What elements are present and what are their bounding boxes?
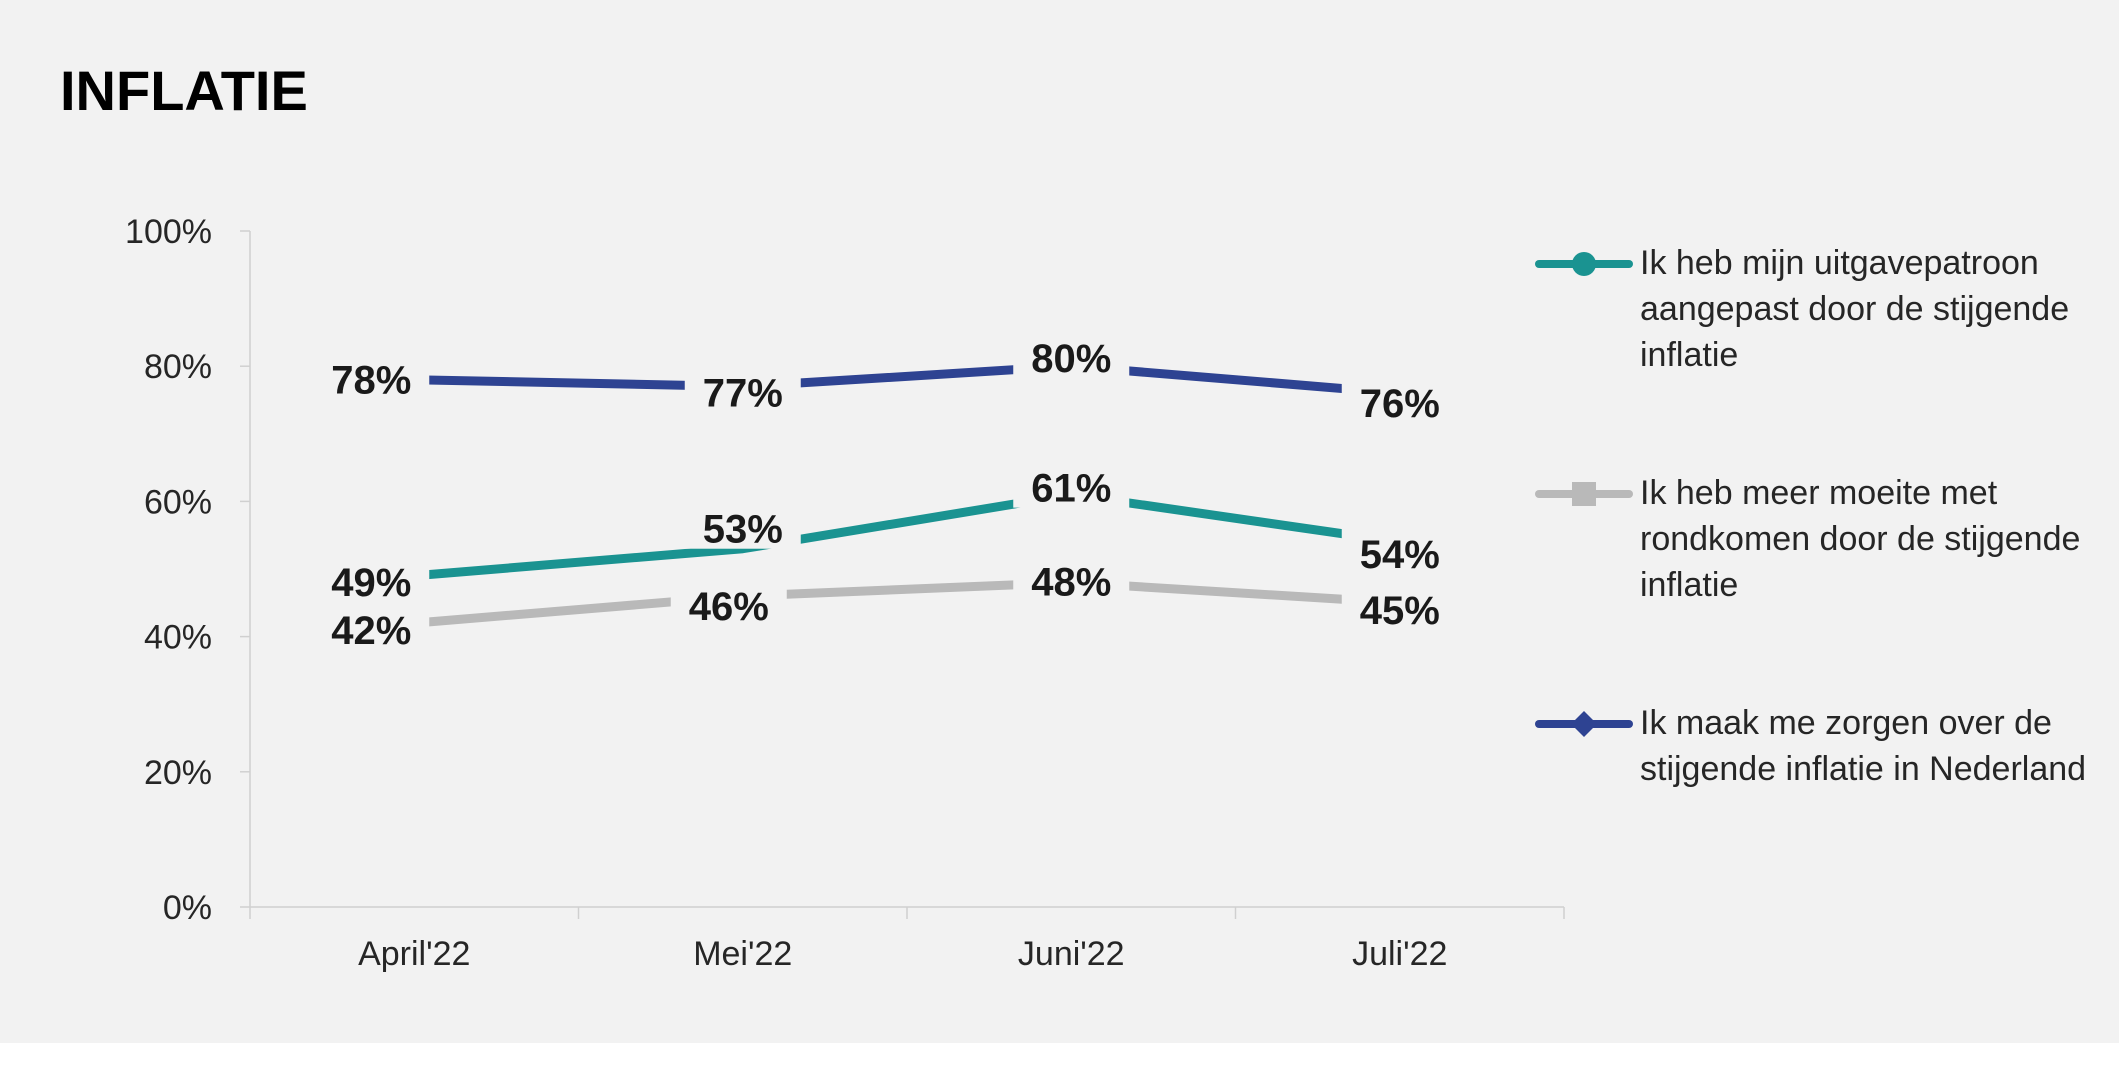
data-label-background <box>313 553 430 602</box>
series-line <box>414 361 1401 398</box>
y-tick-label: 20% <box>144 754 212 792</box>
line-chart: 0% 20% 40% 60% 80% 100% April'22 Mei'22 Juni'22 J… <box>125 213 1565 973</box>
data-label: 61% <box>1031 467 1111 511</box>
legend-label: Ik heb meer moeite met rondkomen door de… <box>1640 474 2081 604</box>
data-label-background <box>313 351 430 400</box>
legend-swatch <box>1535 482 1633 506</box>
data-labels: 49% 53% 61% 54% 42% 46% 48% 45% 78% 77% 80% 76% <box>313 330 1458 653</box>
data-label-background <box>684 364 801 413</box>
series-line <box>413 490 1401 581</box>
data-label-background <box>313 602 430 651</box>
data-label: 45% <box>1360 589 1440 633</box>
data-label-background <box>1013 553 1130 602</box>
data-label-background <box>1013 330 1130 379</box>
data-label-background <box>684 500 801 549</box>
data-label: 46% <box>689 585 769 629</box>
data-label: 76% <box>1360 382 1440 426</box>
legend-swatch <box>1535 711 1633 737</box>
data-label-background <box>1013 459 1130 508</box>
data-label: 53% <box>703 508 783 552</box>
data-label: 78% <box>331 359 411 403</box>
legend-swatch <box>1535 252 1633 276</box>
legend-label: Ik heb mijn uitgavepatroon aangepast doo… <box>1640 244 2070 374</box>
x-tick-label: April'22 <box>358 935 470 973</box>
chart-axes: 0% 20% 40% 60% 80% 100% April'22 Mei'22 Juni'22 J… <box>125 213 1565 973</box>
data-label-background <box>1341 525 1458 574</box>
data-label-background <box>1341 375 1458 424</box>
data-label: 80% <box>1031 337 1111 381</box>
chart-title: INFLATIE <box>60 59 308 122</box>
data-label-background <box>1341 581 1458 630</box>
slide-background <box>0 0 2119 1043</box>
x-tick-label: Mei'22 <box>693 935 792 973</box>
legend-label: Ik maak me zorgen over de stijgende infl… <box>1640 704 2087 788</box>
data-label: 77% <box>703 371 783 415</box>
data-label: 49% <box>331 561 411 605</box>
x-tick-label: Juni'22 <box>1018 935 1125 973</box>
data-label: 54% <box>1360 533 1440 577</box>
data-label: 42% <box>331 609 411 653</box>
y-tick-label: 100% <box>125 213 212 251</box>
y-tick-label: 0% <box>163 889 212 927</box>
data-label: 48% <box>1031 561 1111 605</box>
y-tick-label: 40% <box>144 619 212 657</box>
y-tick-label: 60% <box>144 483 212 521</box>
data-label-background <box>670 578 787 627</box>
legend-marker-diamond <box>1571 711 1597 737</box>
series-lines <box>413 361 1401 628</box>
legend-marker-square <box>1572 482 1596 506</box>
legend-marker-circle <box>1572 252 1596 276</box>
y-tick-label: 80% <box>144 348 212 386</box>
x-tick-label: Juli'22 <box>1352 935 1447 973</box>
series-line <box>413 578 1401 628</box>
